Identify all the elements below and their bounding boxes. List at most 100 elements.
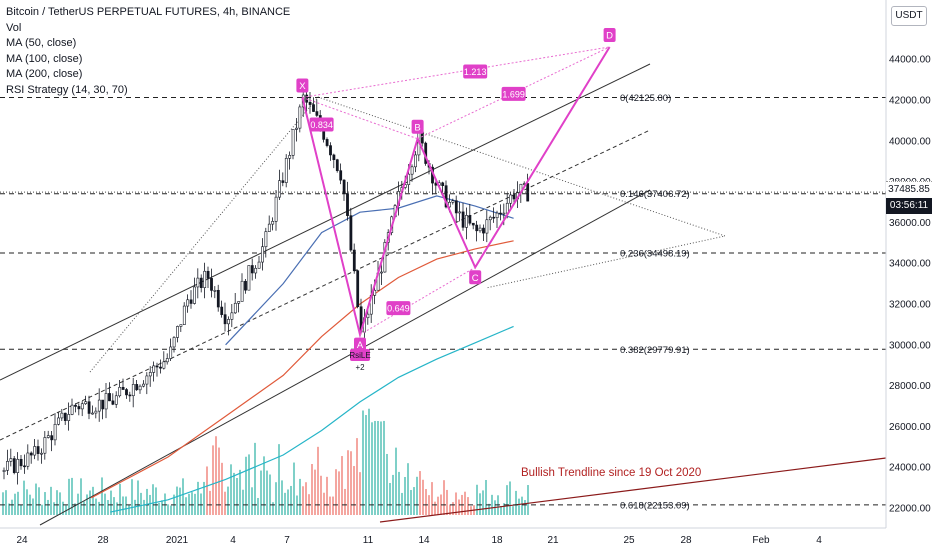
candle-body [342, 179, 346, 194]
pattern-ratio-line [417, 46, 610, 140]
ratio-box [309, 117, 334, 132]
volume-bar [176, 486, 178, 515]
candle-body [128, 394, 132, 397]
volume-bar [179, 487, 181, 515]
volume-bar [284, 492, 286, 515]
indicator-vol[interactable]: Vol [6, 21, 22, 34]
volume-bar [428, 495, 430, 515]
candle-body [220, 306, 224, 315]
y-tick-label: 44000.00 [889, 55, 931, 66]
ma-line [225, 195, 514, 346]
candle-body [352, 249, 356, 272]
candle-body [237, 301, 241, 304]
candle-body [206, 270, 210, 279]
volume-bar [287, 489, 289, 515]
volume-bar [371, 422, 373, 515]
symbol-title[interactable]: Bitcoin / TetherUS PERPETUAL FUTURES, 4h… [6, 6, 291, 18]
indicator-ma100[interactable]: MA (100, close) [6, 52, 83, 65]
volume-bar [281, 480, 283, 515]
candle-body [203, 270, 207, 288]
candle-body [50, 435, 54, 441]
candle-body [444, 185, 448, 208]
candle-body [186, 299, 190, 307]
candle-body [315, 111, 319, 116]
x-tick-label: 28 [97, 535, 109, 546]
candle-body [380, 271, 383, 274]
rsi-signal-box [350, 349, 370, 361]
candle-body [454, 200, 458, 214]
candle-body [373, 289, 377, 296]
volume-bar [305, 482, 307, 515]
volume-bar [197, 481, 199, 515]
volume-bar [302, 486, 304, 515]
candle-body [308, 101, 312, 105]
candle-body [16, 458, 20, 473]
pattern-ratio-line [302, 46, 610, 98]
volume-bar [377, 420, 379, 515]
volume-bar [59, 492, 61, 515]
volume-bar [431, 482, 433, 515]
volume-bar [476, 484, 478, 515]
fib-levels: 0(42125.00) 0.146(37406.72) 0.236(34498.19… [0, 93, 886, 511]
candle-body [210, 278, 213, 291]
volume-bar [398, 471, 400, 515]
candle-body [67, 414, 71, 421]
candle-body [356, 270, 360, 308]
x-tick-label: 2021 [166, 535, 189, 546]
candle-body [329, 145, 332, 156]
volume-bar [395, 447, 397, 515]
pattern-point-marker [469, 270, 482, 285]
volume-bar [53, 502, 55, 515]
candle-body [410, 166, 414, 175]
volume-bar [245, 456, 247, 515]
indicator-ma50[interactable]: MA (50, close) [6, 37, 77, 49]
candle-body [80, 403, 84, 410]
volume-bar [272, 502, 274, 515]
candle-body [298, 106, 302, 129]
candle-body [84, 401, 88, 405]
volume-bar [329, 496, 331, 515]
volume-bar [44, 492, 46, 515]
indicator-rsi-strategy[interactable]: RSI Strategy (14, 30, 70) [6, 83, 128, 96]
volume-bar [239, 469, 241, 515]
currency-button[interactable]: USDT [891, 6, 927, 26]
volume-bar [410, 489, 412, 515]
candle-body [172, 337, 176, 348]
volume-bar [293, 462, 295, 515]
volume-bar [488, 503, 490, 515]
candle-body [43, 437, 47, 454]
candle-body [233, 302, 237, 314]
candle-body [111, 400, 115, 405]
candle-body [29, 452, 33, 456]
volume-bar [140, 492, 142, 515]
ma-line [110, 325, 514, 513]
volume-bar [215, 436, 217, 515]
volume-bar [2, 492, 4, 515]
candle-body [104, 393, 108, 410]
candle-body [461, 211, 465, 228]
candle-body [9, 458, 13, 462]
volume-bar [515, 490, 517, 515]
candle-body [46, 435, 50, 438]
x-tick-label: 24 [16, 535, 28, 546]
candle-body [97, 399, 101, 412]
indicator-ma200[interactable]: MA (200, close) [6, 68, 83, 80]
volume-bar [83, 501, 85, 515]
candle-body [325, 139, 329, 146]
volume-bar [347, 450, 349, 515]
channel-mid-line [0, 129, 651, 441]
volume-bar [368, 408, 370, 515]
y-tick-label: 26000.00 [889, 422, 931, 433]
volume-bar [107, 500, 109, 515]
candle-body [227, 319, 230, 325]
channel-lower-line [39, 189, 651, 526]
volume-bar [425, 489, 427, 515]
x-tick-label: 4 [816, 535, 822, 546]
candle-body [223, 314, 227, 325]
candle-body [465, 215, 468, 228]
volume-bar [161, 500, 163, 515]
candle-body [271, 221, 275, 225]
volume-bar [191, 492, 193, 515]
candle-body [247, 265, 251, 291]
